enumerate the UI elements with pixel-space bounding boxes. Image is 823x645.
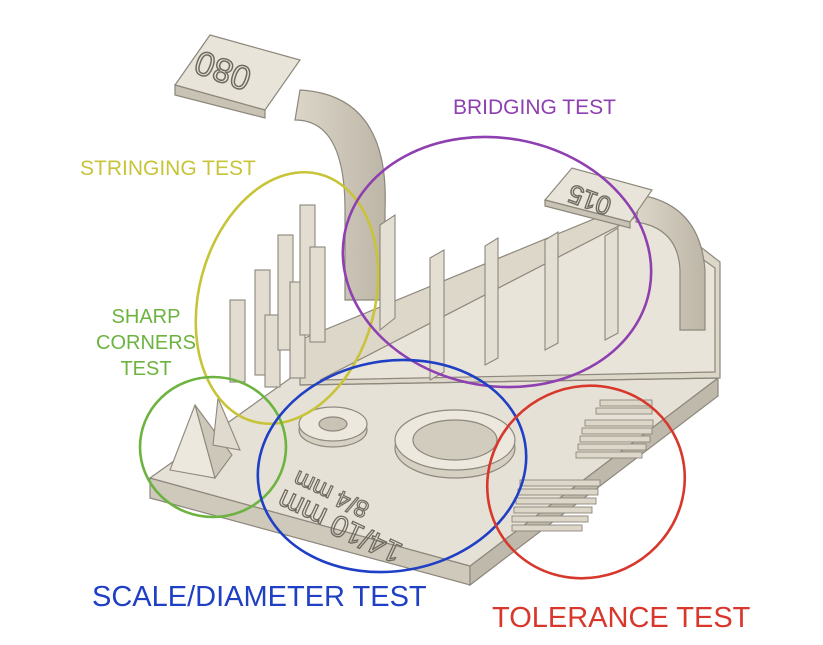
left-arch: 080	[174, 34, 386, 301]
sharp-corners-ellipse	[138, 375, 288, 519]
sharp-corners-line-1: SHARP	[111, 306, 181, 328]
sharp-corners-test-label: SHARP CORNERS TEST	[96, 304, 196, 382]
bridging-ellipse	[341, 135, 653, 389]
tolerance-combs	[511, 399, 654, 532]
stringing-ellipse	[194, 170, 380, 426]
pyramid	[169, 395, 241, 480]
bridging-test-label: BRIDGING TEST	[453, 96, 616, 119]
scale-diameter-ellipse	[256, 358, 528, 574]
sharp-corners-line-3: TEST	[120, 358, 172, 380]
tolerance-test-label: TOLERANCE TEST	[492, 602, 751, 634]
stringing-pins	[229, 204, 326, 388]
bridging-pillars	[379, 213, 619, 381]
right-arch: 015	[543, 167, 706, 331]
stringing-test-label: STRINGING TEST	[80, 157, 256, 180]
highlight-ellipses	[138, 135, 687, 580]
sharp-corners-line-2: CORNERS	[96, 332, 197, 354]
rings	[298, 406, 516, 479]
tolerance-ellipse	[485, 384, 687, 580]
scale-diameter-test-label: SCALE/DIAMETER TEST	[92, 581, 427, 613]
